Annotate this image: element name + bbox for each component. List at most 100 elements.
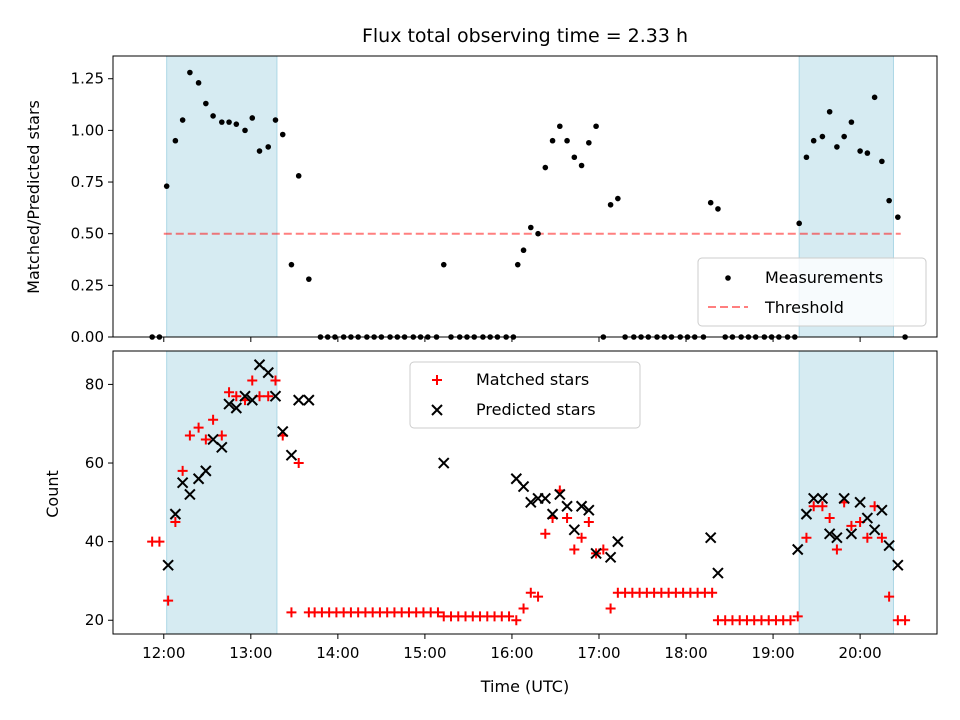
y-tick-label: 40 [85, 533, 104, 551]
measurement-point [542, 164, 549, 171]
y-tick-label: 0.00 [71, 328, 104, 346]
predicted-point [176, 476, 189, 489]
matched-point [224, 387, 235, 398]
matched-point [525, 587, 536, 598]
predicted-point [262, 366, 274, 379]
predicted-point [200, 465, 212, 477]
measurement-point [707, 199, 714, 206]
y-tick-label: 20 [85, 611, 104, 629]
measurement-point [179, 117, 186, 123]
predicted-point [845, 528, 858, 540]
matched-point [824, 513, 835, 524]
measurement-point [803, 154, 810, 161]
measurement-point [163, 183, 170, 189]
measurement-point [549, 137, 556, 144]
measurement-point [514, 261, 521, 268]
shaded-interval [798, 350, 894, 635]
x-tick-label: 19:00 [751, 644, 794, 662]
measurement-point [886, 197, 892, 204]
measurement-point [210, 113, 216, 119]
matched-point [831, 544, 842, 555]
measurement-point [895, 214, 901, 220]
predicted-point [438, 457, 450, 469]
predicted-point [546, 508, 559, 520]
x-tick-label: 18:00 [664, 644, 707, 662]
measurement-point [272, 117, 279, 123]
legend-label-predicted: Predicted stars [476, 400, 596, 419]
predicted-point [539, 492, 552, 505]
predicted-point [868, 524, 881, 536]
matched-point [785, 615, 796, 626]
predicted-point [554, 488, 566, 501]
measurement-point [306, 276, 312, 282]
measurement-point [203, 100, 209, 107]
measurement-point [826, 108, 833, 115]
measurement-point [256, 148, 263, 154]
predicted-point [216, 441, 228, 454]
matched-point [247, 375, 258, 386]
x-tick-label: 15:00 [403, 644, 446, 662]
measurement-point [440, 261, 447, 268]
y-tick-label: 1.25 [71, 70, 104, 88]
x-tick-label: 13:00 [229, 644, 272, 662]
measurement-point [242, 127, 248, 134]
measurement-point [535, 230, 541, 237]
measurement-point [834, 144, 840, 150]
measurement-point [848, 119, 855, 125]
measurement-point [857, 148, 863, 154]
measurement-point [879, 158, 885, 165]
measurement-point [871, 94, 878, 101]
y-tick-label: 80 [85, 375, 104, 393]
measurement-point [172, 137, 179, 144]
predicted-point [800, 508, 813, 520]
predicted-point [303, 394, 315, 406]
matched-point [533, 591, 544, 602]
bottom-panel: 20 40 60 80 12:00 13:00 14:00 15:00 16:00 17:00 18… [85, 350, 938, 662]
predicted-point [604, 551, 617, 564]
top-y-axis-label: Matched/Predicted stars [24, 100, 43, 294]
y-tick-label: 60 [85, 454, 104, 472]
matched-point [518, 603, 529, 614]
matched-point [862, 532, 873, 543]
matched-point [208, 414, 219, 425]
top-legend-frame [697, 257, 927, 327]
x-tick-label: 20:00 [838, 644, 881, 662]
predicted-point [184, 488, 196, 501]
matched-point [193, 422, 204, 433]
matched-point [576, 532, 587, 543]
matched-point [884, 591, 895, 602]
bottom-y-axis-label: Count [43, 470, 62, 518]
measurement-point [571, 154, 578, 161]
predicted-point [816, 492, 829, 505]
measurement-point [520, 247, 527, 254]
legend-label-threshold: Threshold [764, 298, 844, 317]
matched-point [286, 607, 297, 618]
matched-point [231, 391, 242, 402]
measurement-point [265, 144, 272, 150]
legend-label-measurements: Measurements [765, 268, 883, 287]
measurement-point [864, 150, 871, 156]
measurement-point [195, 80, 202, 86]
matched-point [808, 501, 819, 512]
x-axis-label: Time (UTC) [480, 677, 569, 696]
predicted-point [792, 543, 804, 556]
predicted-point [269, 390, 282, 402]
matched-point [707, 587, 718, 598]
matched-point [184, 430, 195, 441]
matched-point [817, 501, 828, 512]
predicted-point [612, 535, 624, 548]
matched-point [154, 536, 165, 547]
predicted-point [575, 500, 588, 512]
measurement-point [810, 137, 817, 144]
predicted-point [169, 508, 182, 520]
measurement-point [219, 119, 225, 125]
matched-point [583, 516, 594, 527]
matched-point [293, 458, 304, 469]
matched-point [792, 611, 803, 622]
matched-point [569, 544, 580, 555]
chart-title: Flux total observing time = 2.33 h [362, 25, 688, 47]
measurement-point [607, 201, 614, 208]
predicted-point [704, 531, 717, 544]
top-legend: Measurements Threshold [697, 257, 927, 327]
measurement-point [578, 162, 585, 169]
